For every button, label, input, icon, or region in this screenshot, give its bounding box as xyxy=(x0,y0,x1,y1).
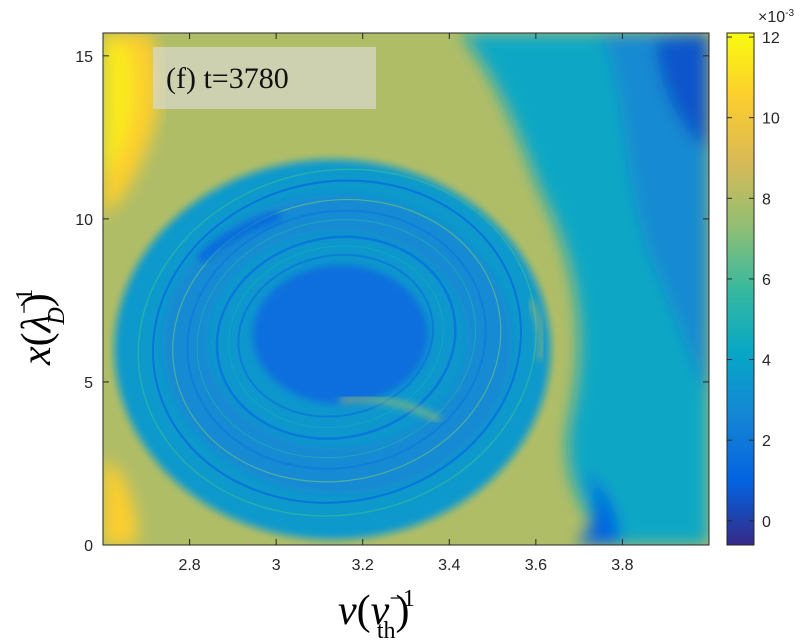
y-tick-label: 5 xyxy=(84,375,93,392)
x-axis-label: v(v−1 th) xyxy=(338,586,415,641)
y-tick-label: 0 xyxy=(84,538,93,555)
x-label-close: ) xyxy=(396,588,410,634)
y-label-sub: D xyxy=(44,307,70,325)
x-axis-ticks: 2.8 3 3.2 3.4 3.6 3.8 xyxy=(178,33,634,574)
colorbar-multiplier: ×10-3 xyxy=(758,8,794,26)
y-tick-label: 10 xyxy=(75,212,93,229)
y-axis-ticks: 0 5 10 15 xyxy=(75,49,709,555)
x-tick-label: 3 xyxy=(272,557,281,574)
heatmap-left-band xyxy=(103,33,160,545)
plot-frame xyxy=(102,32,710,546)
y-label-close: ) xyxy=(14,293,60,307)
colorbar-tick-label: 6 xyxy=(762,272,771,289)
colorbar-exponent: -3 xyxy=(785,8,794,19)
x-tick-label: 3.2 xyxy=(352,557,374,574)
heatmap-right-structures xyxy=(460,33,709,545)
y-label-sup: −1 xyxy=(12,289,38,315)
colorbar-tick-label: 12 xyxy=(762,30,780,47)
y-axis-label: x(λ−1 D) xyxy=(12,289,70,366)
x-tick-label: 3.6 xyxy=(525,557,547,574)
colorbar-ticks: 0 2 4 6 8 10 12 xyxy=(727,30,780,531)
colorbar-tick-label: 4 xyxy=(762,353,771,370)
y-label-open: ( xyxy=(14,332,60,346)
x-label-sup: −1 xyxy=(389,586,415,612)
y-tick-label: 15 xyxy=(75,49,93,66)
x-tick-label: 3.8 xyxy=(611,557,633,574)
annotation-box: (f) t=3780 xyxy=(153,47,376,109)
x-label-sub: th xyxy=(377,618,396,641)
colorbar-tick-label: 2 xyxy=(762,433,771,450)
y-label-main: x xyxy=(14,346,60,366)
x-label-open: ( xyxy=(357,588,371,634)
y-label-sym: λ xyxy=(14,314,60,334)
x-tick-label: 3.4 xyxy=(438,557,460,574)
heatmap-field xyxy=(103,33,709,545)
annotation-label: (f) t=3780 xyxy=(166,62,289,95)
x-tick-label: 2.8 xyxy=(178,557,200,574)
colorbar: 0 2 4 6 8 10 12 ×10-3 xyxy=(726,8,794,546)
x-label-main: v xyxy=(338,588,357,634)
colorbar-multiplier-base: ×10 xyxy=(758,9,785,26)
colorbar-tick-label: 10 xyxy=(762,111,780,128)
colorbar-tick-label: 8 xyxy=(762,191,771,208)
colorbar-gradient xyxy=(726,32,755,546)
x-label-sym: v xyxy=(371,588,390,634)
colorbar-tick-label: 0 xyxy=(762,514,771,531)
heatmap-vortex-rings xyxy=(137,168,544,517)
